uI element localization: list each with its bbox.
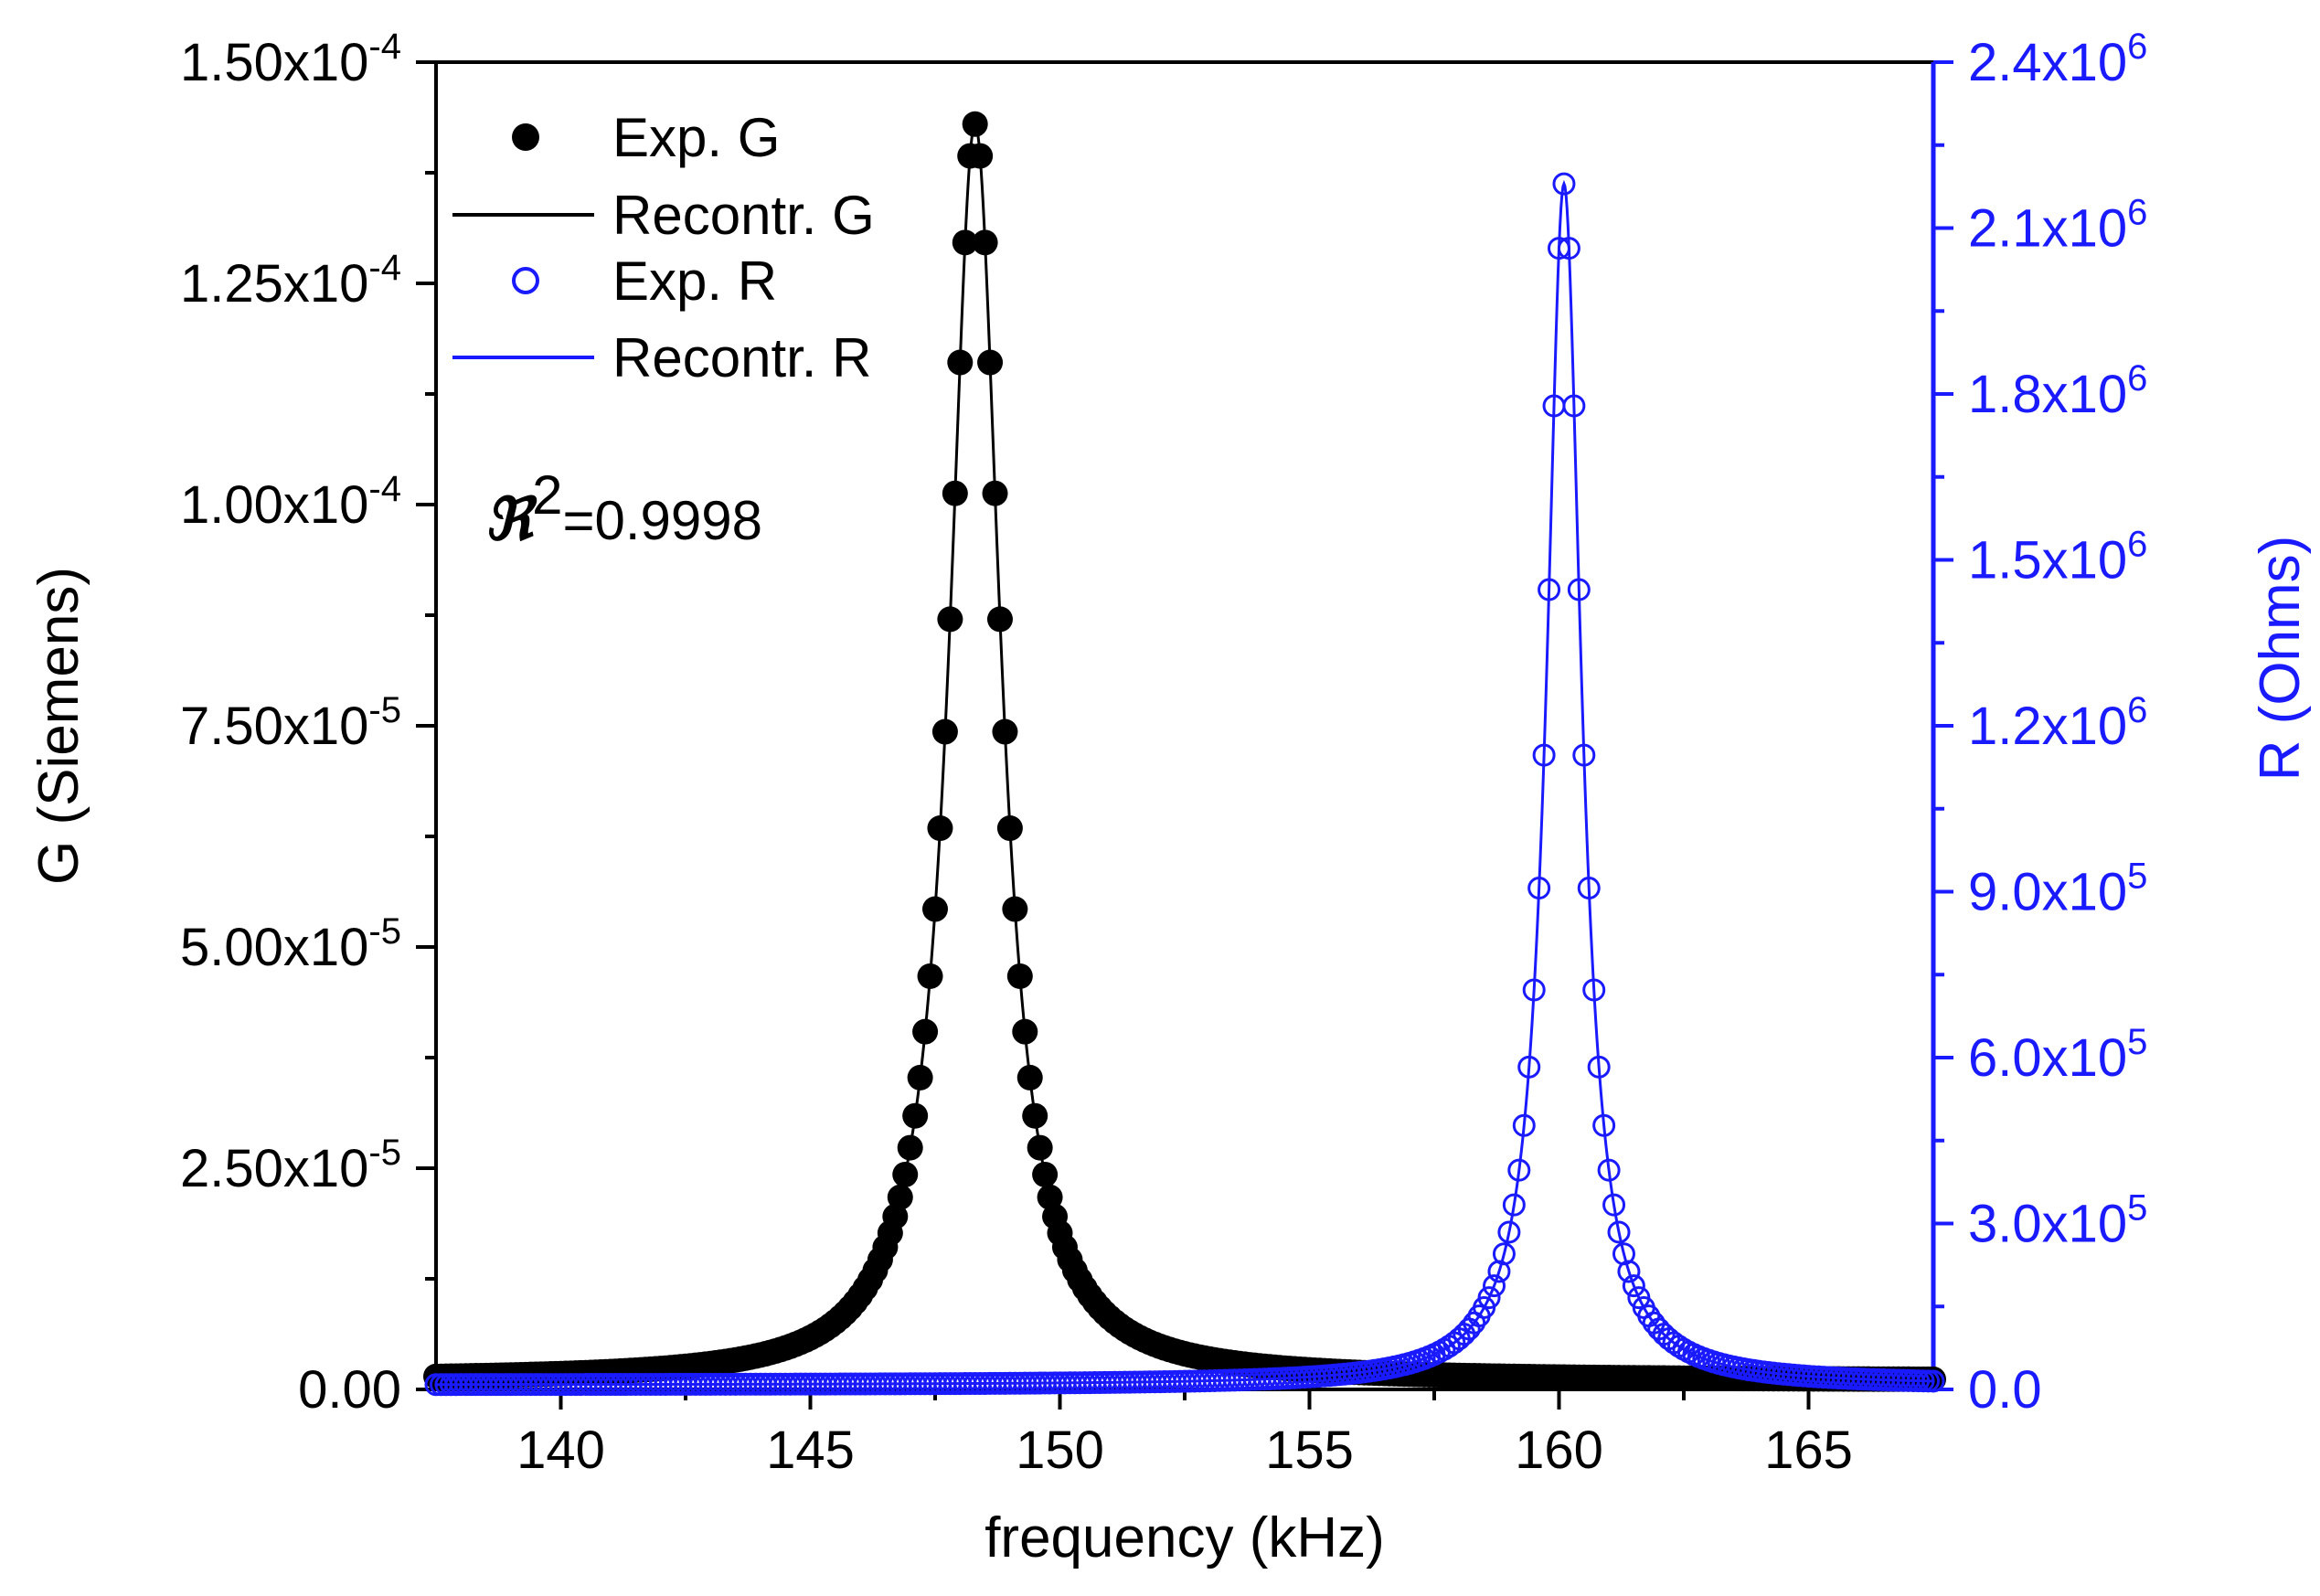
legend-marker-exp-r [512,267,539,294]
exp-r-point [1607,1220,1631,1244]
left-tick-label: 1.25x10-4 [180,248,401,314]
exp-r-point [1602,1193,1626,1217]
legend-label-recontr-r: Recontr. R [612,327,871,388]
exp-r-point [1617,1260,1641,1283]
r-squared-value: =0.9998 [562,490,762,551]
right-tick-label: 3.0x105 [1968,1188,2147,1254]
r-squared-annotation: ℜ2=0.9998 [484,464,762,554]
exp-r-point [1483,1274,1506,1298]
right-tick-label: 2.4x106 [1968,27,2147,92]
x-tick-label: 155 [1265,1420,1354,1480]
left-axis-title: G (Siemens) [27,567,90,885]
x-tick-label: 165 [1764,1420,1853,1480]
left-tick-label: 7.50x10-5 [180,690,401,756]
r-squared-symbol: ℜ [484,485,538,554]
recontr-g-line [435,122,1933,1381]
right-tick-label: 6.0x105 [1968,1022,2147,1088]
legend-label-recontr-g: Recontr. G [612,185,875,246]
exp-r-point [1622,1274,1645,1298]
r-squared-exponent: 2 [532,464,562,526]
legend: Exp. G Recontr. G Exp. R Recontr. R [452,107,875,388]
exp-r-point [1497,1220,1521,1244]
left-tick-label: 2.50x10-5 [180,1133,401,1198]
exp-r-point [1477,1286,1501,1310]
recontr-r-line [436,179,1934,1387]
x-tick-label: 150 [1016,1420,1104,1480]
right-tick-label: 1.8x106 [1968,358,2147,424]
left-tick-label: 1.50x10-4 [180,27,401,92]
left-tick-label: 1.00x10-4 [180,469,401,535]
legend-label-exp-r: Exp. R [612,250,777,312]
x-axis-ticks: 140 145 150 155 160 165 [516,1389,1853,1480]
right-tick-label: 1.5x106 [1968,525,2147,591]
x-axis-title: frequency (kHz) [984,1506,1385,1569]
right-tick-label: 0.0 [1968,1360,2042,1420]
right-tick-label: 1.2x106 [1968,690,2147,756]
legend-marker-exp-g [512,123,539,151]
legend-label-exp-g: Exp. G [612,107,780,168]
x-tick-label: 145 [766,1420,855,1480]
left-axis-ticks: 0.00 2.50x10-5 5.00x10-5 7.50x10-5 1.00x10-4… [180,27,436,1420]
exp-r-point [1502,1193,1526,1217]
x-tick-label: 160 [1515,1420,1603,1480]
exp-r-point [1552,172,1576,196]
left-tick-label: 0.00 [298,1360,401,1420]
series-layer [423,111,1946,1397]
right-axis-title: R (Ohms) [2249,536,2312,782]
right-tick-label: 2.1x106 [1968,193,2147,259]
right-axis-ticks: 0.0 3.0x105 6.0x105 9.0x105 1.2x106 1.5x106 1.… [1933,27,2147,1420]
left-tick-label: 5.00x10-5 [180,911,401,977]
exp-r-point [1492,1242,1516,1266]
right-tick-label: 9.0x105 [1968,857,2147,922]
x-tick-label: 140 [516,1420,605,1480]
